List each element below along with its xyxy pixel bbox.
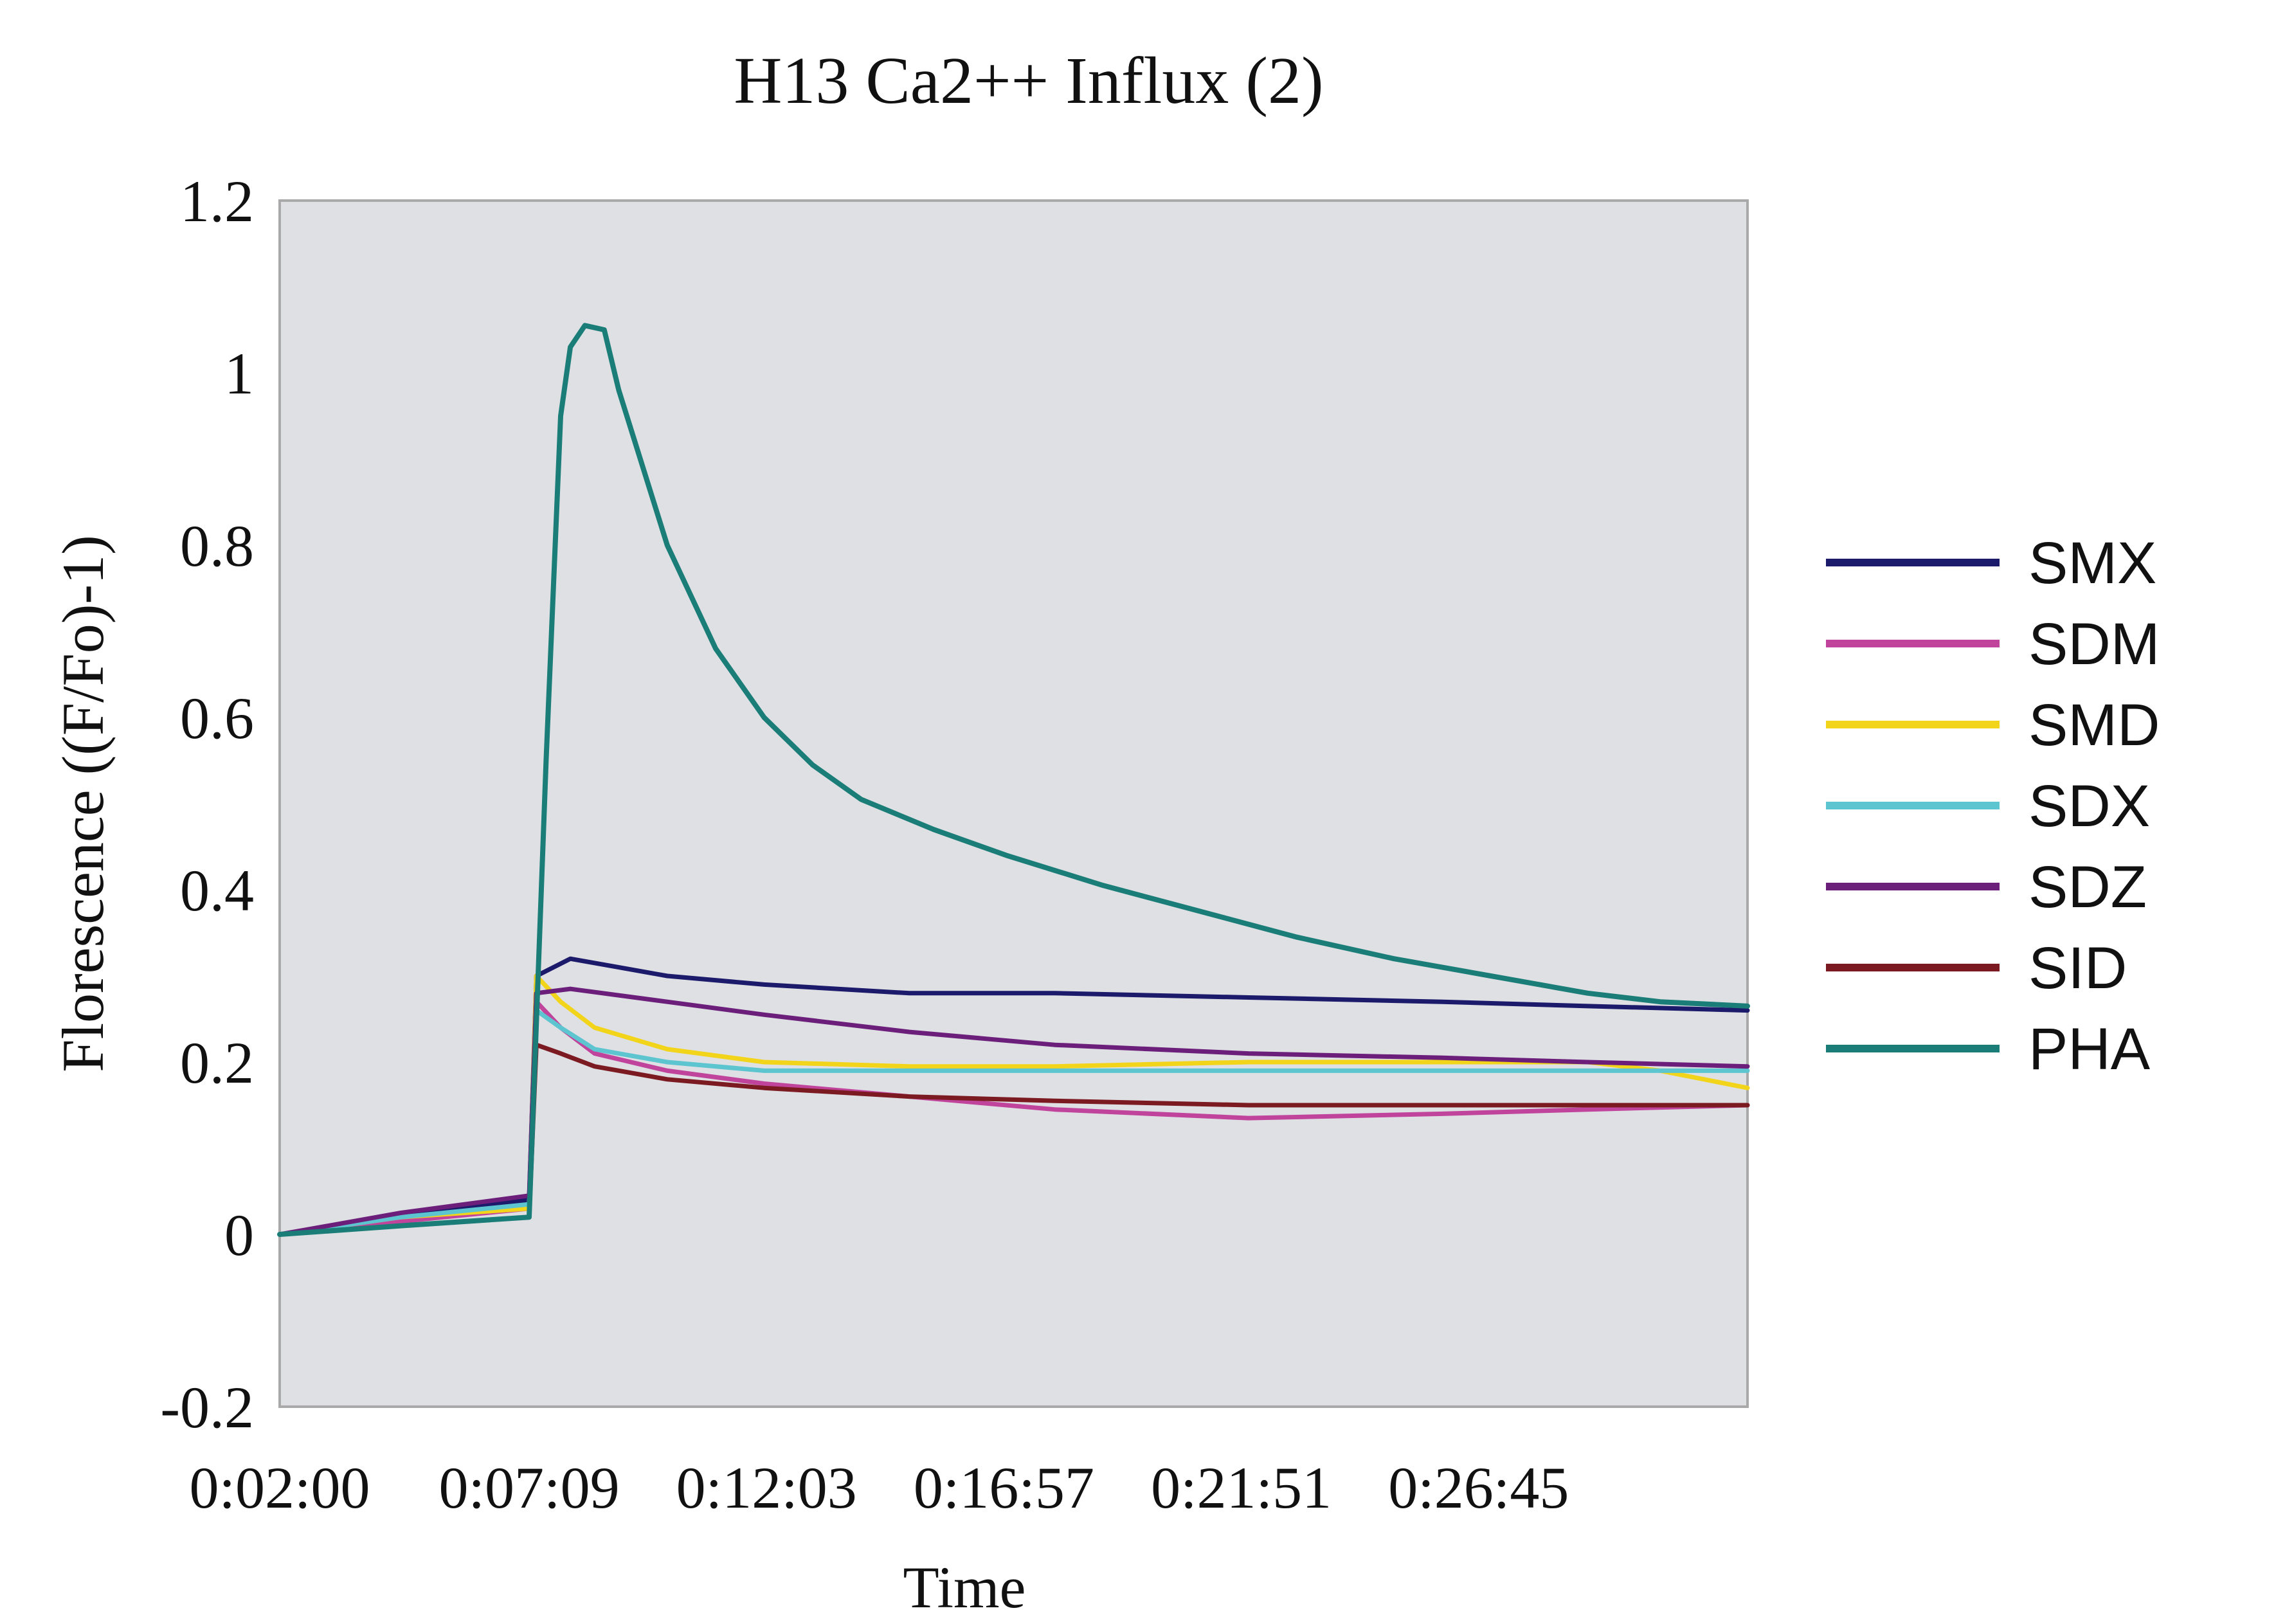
legend-label-sdz: SDZ bbox=[2028, 854, 2147, 920]
y-tick-label: 0.6 bbox=[180, 685, 254, 751]
legend-label-sdm: SDM bbox=[2028, 611, 2160, 677]
legend: SMX SDM SMD SDX SDZ SID PHA bbox=[1826, 530, 2160, 1082]
y-tick-label: 0.4 bbox=[180, 858, 254, 923]
x-tick-label: 0:26:45 bbox=[1388, 1455, 1569, 1520]
y-axis-ticks: 1.2 1 0.8 0.6 0.4 0.2 0 -0.2 bbox=[160, 168, 254, 1440]
legend-label-pha: PHA bbox=[2028, 1016, 2151, 1082]
y-tick-label: 1 bbox=[224, 341, 254, 406]
chart-title: H13 Ca2++ Influx (2) bbox=[734, 44, 1323, 118]
y-tick-label: 1.2 bbox=[180, 168, 254, 234]
x-tick-label: 0:12:03 bbox=[676, 1455, 857, 1520]
x-tick-label: 0:16:57 bbox=[914, 1455, 1094, 1520]
y-tick-label: 0 bbox=[224, 1202, 254, 1268]
legend-label-smd: SMD bbox=[2028, 692, 2160, 758]
plot-area bbox=[278, 199, 1749, 1408]
x-tick-label: 0:21:51 bbox=[1151, 1455, 1332, 1520]
y-tick-label: 0.8 bbox=[180, 513, 254, 579]
y-tick-label: -0.2 bbox=[160, 1375, 254, 1440]
x-tick-label: 0:02:00 bbox=[189, 1455, 370, 1520]
series-lines bbox=[277, 323, 1750, 1237]
x-axis-label: Time bbox=[903, 1555, 1026, 1620]
legend-label-smx: SMX bbox=[2028, 530, 2156, 596]
legend-label-sid: SID bbox=[2028, 935, 2127, 1001]
x-axis-ticks: 0:02:00 0:07:09 0:12:03 0:16:57 0:21:51 0:26:… bbox=[189, 1455, 1569, 1520]
y-axis-label: Florescence ((F/Fo)-1) bbox=[50, 535, 116, 1072]
legend-label-sdx: SDX bbox=[2028, 773, 2150, 839]
series-line-pha bbox=[277, 323, 1750, 1237]
x-tick-label: 0:07:09 bbox=[438, 1455, 619, 1520]
y-tick-label: 0.2 bbox=[180, 1030, 254, 1096]
